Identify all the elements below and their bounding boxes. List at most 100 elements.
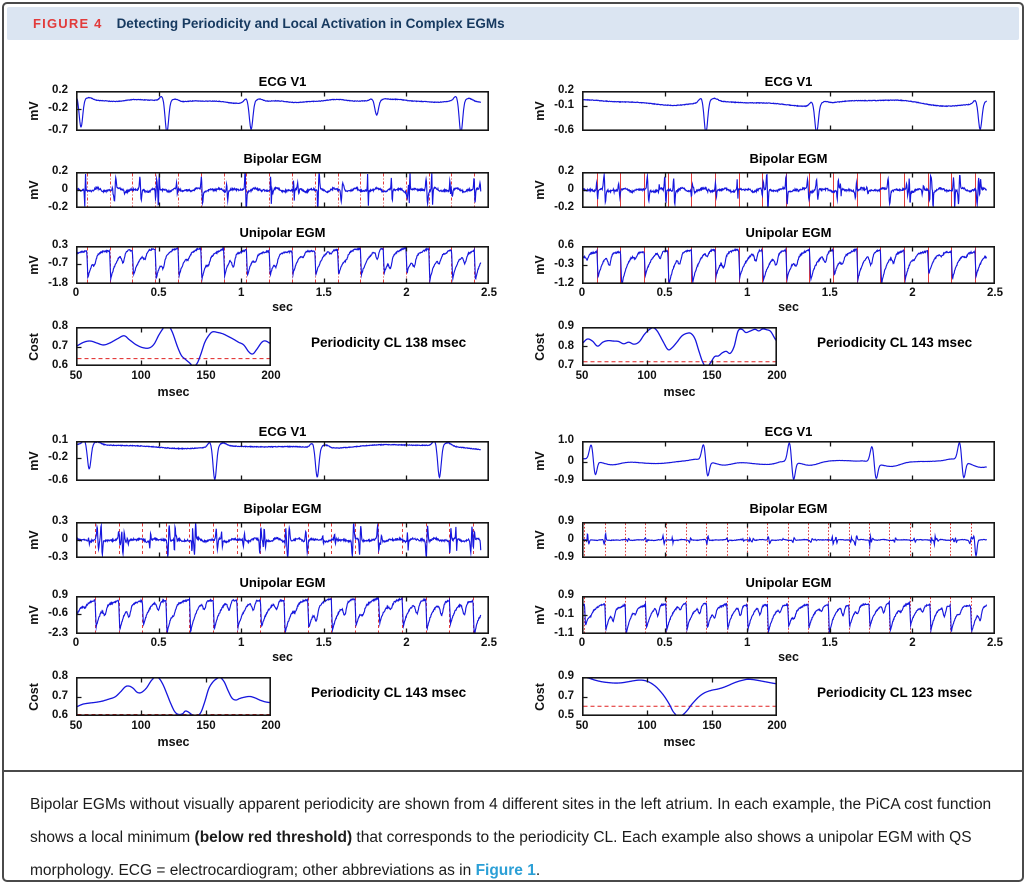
x-tick-label: 200 bbox=[261, 720, 281, 732]
x-tick-label: 100 bbox=[131, 370, 151, 382]
y-tick-label: -1.2 bbox=[554, 277, 574, 289]
subplot-title: Unipolar EGM bbox=[745, 575, 832, 590]
bipolar-egm-bottom-right-waveform bbox=[582, 522, 995, 558]
y-tick-label: 0.5 bbox=[558, 709, 574, 721]
unipolar-egm-top-left-waveform bbox=[76, 246, 489, 284]
figure-1-link[interactable]: Figure 1 bbox=[475, 862, 536, 879]
x-tick-label: 1 bbox=[743, 637, 751, 649]
x-tick-label: 200 bbox=[261, 370, 281, 382]
y-tick-label: 0 bbox=[567, 533, 574, 545]
subplot-title: Unipolar EGM bbox=[239, 225, 326, 240]
figure-caption: Bipolar EGMs without visually apparent p… bbox=[4, 770, 1022, 880]
periodicity-label: Periodicity CL 143 msec bbox=[817, 335, 973, 350]
subplot-title: Bipolar EGM bbox=[749, 501, 828, 516]
y-tick-label: 0.8 bbox=[558, 339, 574, 352]
subplot-title: ECG V1 bbox=[764, 424, 813, 439]
y-tick-label: 0 bbox=[61, 533, 68, 545]
unipolar-egm-top-right-waveform bbox=[582, 246, 995, 284]
y-tick-label: -0.7 bbox=[48, 124, 68, 136]
x-tick-label: 2 bbox=[403, 287, 410, 299]
y-tick-label: -0.3 bbox=[554, 258, 574, 270]
x-axis-label: sec bbox=[778, 650, 799, 664]
y-tick-label: 0.2 bbox=[52, 84, 68, 96]
x-tick-label: 2 bbox=[909, 637, 916, 649]
figure-header: FIGURE 4 Detecting Periodicity and Local… bbox=[7, 7, 1019, 40]
x-axis-label: msec bbox=[663, 385, 696, 399]
y-tick-label: -0.6 bbox=[48, 474, 68, 486]
y-tick-label: 0.6 bbox=[558, 239, 574, 251]
y-tick-label: 0.7 bbox=[52, 689, 68, 702]
caption-text-2: that corresponds to the periodicity CL. … bbox=[30, 829, 972, 879]
y-tick-label: 0.6 bbox=[52, 359, 68, 371]
x-tick-label: 2 bbox=[909, 287, 916, 299]
unipolar-egm-bottom-right-waveform bbox=[582, 596, 995, 634]
x-tick-label: 2.5 bbox=[481, 287, 497, 299]
plots-canvas-area: ECG V1 mV 0.2 -0.2 -0.7 Bipolar EGM mV 0.2 0 -0.2… bbox=[4, 4, 1022, 880]
x-tick-label: 2.5 bbox=[987, 637, 1003, 649]
x-tick-label: 50 bbox=[69, 370, 83, 382]
figure-label: FIGURE 4 bbox=[33, 16, 103, 31]
y-tick-label: 0.8 bbox=[52, 670, 68, 682]
x-tick-label: 0 bbox=[72, 637, 80, 649]
y-tick-label: -0.1 bbox=[554, 608, 574, 620]
subplot-title: Unipolar EGM bbox=[239, 575, 326, 590]
y-tick-label: 0.1 bbox=[52, 434, 68, 446]
y-tick-label: 0 bbox=[567, 183, 574, 195]
x-tick-label: 1.5 bbox=[315, 287, 332, 299]
y-tick-label: 0.3 bbox=[52, 239, 68, 251]
x-axis-label: msec bbox=[663, 735, 696, 749]
x-tick-label: 0.5 bbox=[656, 287, 673, 299]
ecg-v1-bottom-left-waveform bbox=[76, 441, 489, 481]
x-axis-label: sec bbox=[778, 300, 799, 314]
x-axis-label: sec bbox=[272, 300, 293, 314]
x-tick-label: 0.5 bbox=[150, 287, 167, 299]
y-tick-label: -0.2 bbox=[554, 201, 574, 213]
x-tick-label: 150 bbox=[196, 720, 216, 732]
y-tick-label: 0.7 bbox=[558, 689, 574, 702]
y-tick-label: -0.9 bbox=[554, 551, 574, 563]
y-tick-label: 0.8 bbox=[52, 320, 68, 332]
y-tick-label: 0.3 bbox=[52, 515, 68, 527]
x-tick-label: 1 bbox=[237, 287, 245, 299]
x-tick-label: 100 bbox=[637, 720, 657, 732]
x-tick-label: 2.5 bbox=[987, 287, 1003, 299]
subplot-title: ECG V1 bbox=[258, 74, 307, 89]
y-tick-label: -1.8 bbox=[48, 277, 68, 289]
x-tick-label: 0.5 bbox=[656, 637, 673, 649]
ecg-v1-bottom-right-waveform bbox=[582, 441, 995, 481]
y-tick-label: 0.2 bbox=[558, 165, 574, 177]
periodicity-label: Periodicity CL 138 msec bbox=[311, 335, 467, 350]
y-tick-label: 0 bbox=[61, 183, 68, 195]
subplot-title: ECG V1 bbox=[764, 74, 813, 89]
x-axis-label: msec bbox=[157, 385, 190, 399]
bipolar-egm-bottom-left-waveform bbox=[76, 522, 489, 558]
x-tick-label: 2 bbox=[403, 637, 410, 649]
x-tick-label: 150 bbox=[196, 370, 216, 382]
x-tick-label: 0 bbox=[578, 637, 586, 649]
y-tick-label: -0.6 bbox=[554, 124, 574, 136]
y-tick-label: 0.9 bbox=[52, 589, 68, 601]
x-tick-label: 50 bbox=[575, 720, 589, 732]
x-axis-label: sec bbox=[272, 650, 293, 664]
x-tick-label: 1.5 bbox=[821, 287, 838, 299]
x-tick-label: 50 bbox=[575, 370, 589, 382]
y-tick-label: -0.1 bbox=[554, 99, 574, 111]
y-tick-label: 0.7 bbox=[52, 339, 68, 352]
subplot-title: Unipolar EGM bbox=[745, 225, 832, 240]
y-tick-label: -0.6 bbox=[48, 606, 68, 619]
bipolar-egm-top-left-waveform bbox=[76, 172, 489, 208]
y-tick-label: 1.0 bbox=[558, 434, 574, 446]
x-axis-label: msec bbox=[157, 735, 190, 749]
x-tick-label: 100 bbox=[637, 370, 657, 382]
y-tick-label: -2.3 bbox=[48, 627, 68, 639]
unipolar-egm-bottom-left-waveform bbox=[76, 596, 489, 634]
x-tick-label: 1 bbox=[743, 287, 751, 299]
x-tick-label: 200 bbox=[767, 720, 787, 732]
y-tick-label: -0.9 bbox=[554, 474, 574, 486]
cost-function-top-left-plot bbox=[76, 327, 271, 366]
y-tick-label: -0.3 bbox=[48, 551, 68, 563]
x-tick-label: 200 bbox=[767, 370, 787, 382]
cost-function-top-right-plot bbox=[582, 327, 777, 366]
x-tick-label: 2.5 bbox=[481, 637, 497, 649]
